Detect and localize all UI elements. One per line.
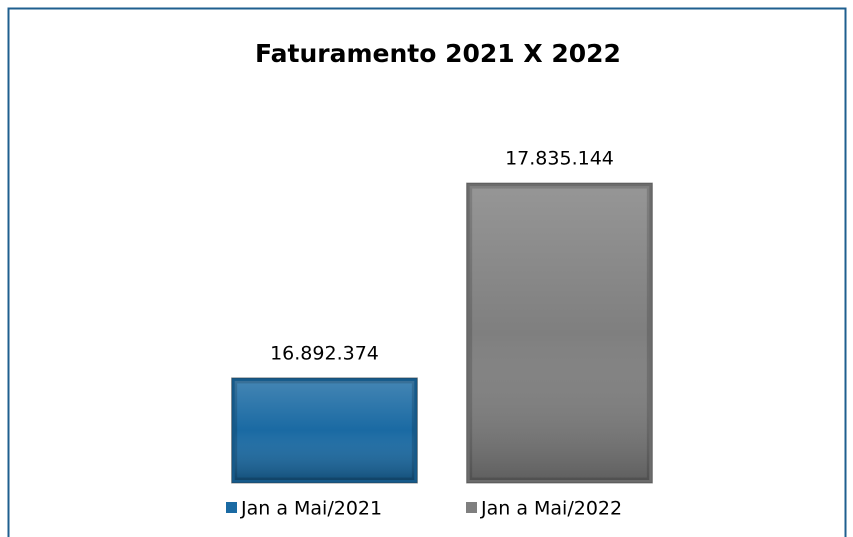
frame xyxy=(7,7,847,537)
bar-shade xyxy=(467,183,652,483)
legend-label: Jan a Mai/2022 xyxy=(480,498,622,520)
legend-label: Jan a Mai/2021 xyxy=(240,498,382,520)
legend-marker xyxy=(466,502,477,513)
value-label: 17.835.144 xyxy=(505,148,614,170)
chart-title: Faturamento 2021 X 2022 xyxy=(255,39,621,68)
bar-shade xyxy=(232,378,417,483)
legend-marker xyxy=(226,502,237,513)
value-label: 16.892.374 xyxy=(270,342,379,364)
